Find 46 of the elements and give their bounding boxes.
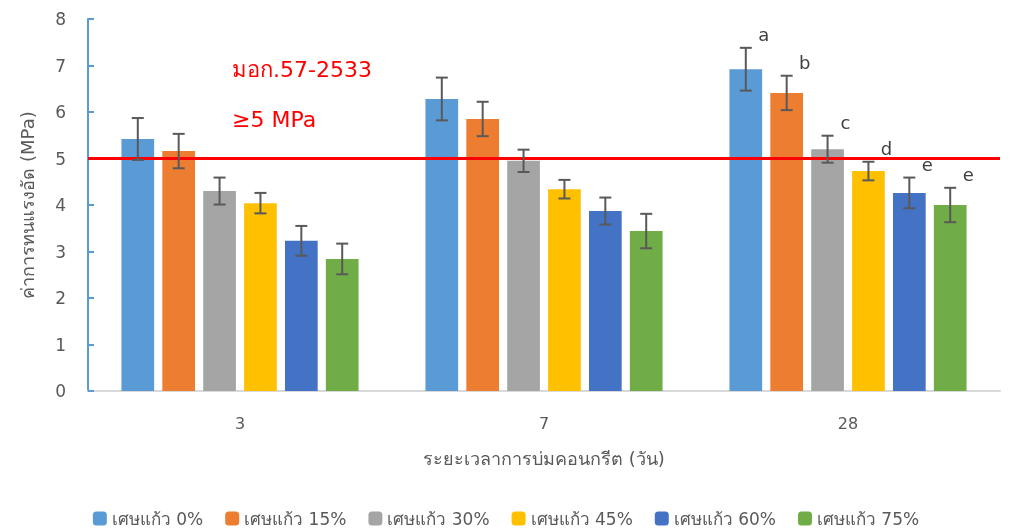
data-label: b — [798, 52, 811, 74]
bar — [770, 92, 804, 391]
bar — [425, 98, 459, 391]
bar — [933, 205, 967, 391]
annotation: ≥5 MPa — [232, 106, 317, 132]
bar — [548, 189, 581, 391]
data-label: d — [880, 138, 893, 160]
y-tick-label: 5 — [55, 148, 66, 169]
y-tick-label: 7 — [55, 55, 66, 76]
y-tick-label: 1 — [55, 334, 66, 355]
legend-label: เศษแก้ว 75% — [816, 508, 920, 529]
y-tick-label: 4 — [55, 195, 66, 215]
y-tick-label: 2 — [55, 288, 66, 308]
y-tick-label: 6 — [55, 102, 66, 122]
data-label: e — [921, 154, 933, 176]
legend-label: เศษแก้ว 0% — [111, 508, 204, 529]
legend-label: เศษแก้ว 60% — [673, 508, 776, 529]
x-tick-label: 7 — [538, 413, 550, 433]
y-tick-label: 3 — [55, 241, 66, 262]
bar — [284, 240, 318, 391]
legend-label: เศษแก้ว 30% — [387, 508, 490, 529]
x-tick-label: 28 — [837, 413, 859, 433]
bar — [629, 231, 663, 391]
bar — [811, 149, 844, 391]
bar — [466, 118, 500, 391]
legend-label: เศษแก้ว 15% — [244, 508, 347, 529]
bar — [121, 138, 155, 391]
x-axis-title: ระยะเวลาการบ่มคอนกรีต (วัน) — [423, 447, 665, 469]
bar — [162, 151, 196, 391]
data-label: c — [840, 112, 851, 134]
bar — [852, 171, 885, 391]
legend-label: เศษแก้ว 45% — [530, 508, 633, 529]
annotation: มอก.57-2533 — [232, 56, 372, 82]
data-label: a — [758, 24, 770, 46]
bar — [203, 191, 236, 391]
y-tick-label: 0 — [55, 381, 66, 401]
bar — [729, 69, 763, 391]
bar — [507, 160, 540, 391]
bar — [244, 203, 277, 391]
y-tick-label: 8 — [55, 9, 66, 29]
data-label: e — [962, 164, 974, 186]
bar — [588, 211, 622, 391]
x-tick-label: 3 — [234, 413, 246, 433]
bar — [892, 192, 926, 391]
y-axis-title: ค่าการทนแรงอัด (MPa) — [16, 111, 38, 299]
bar — [325, 258, 359, 391]
